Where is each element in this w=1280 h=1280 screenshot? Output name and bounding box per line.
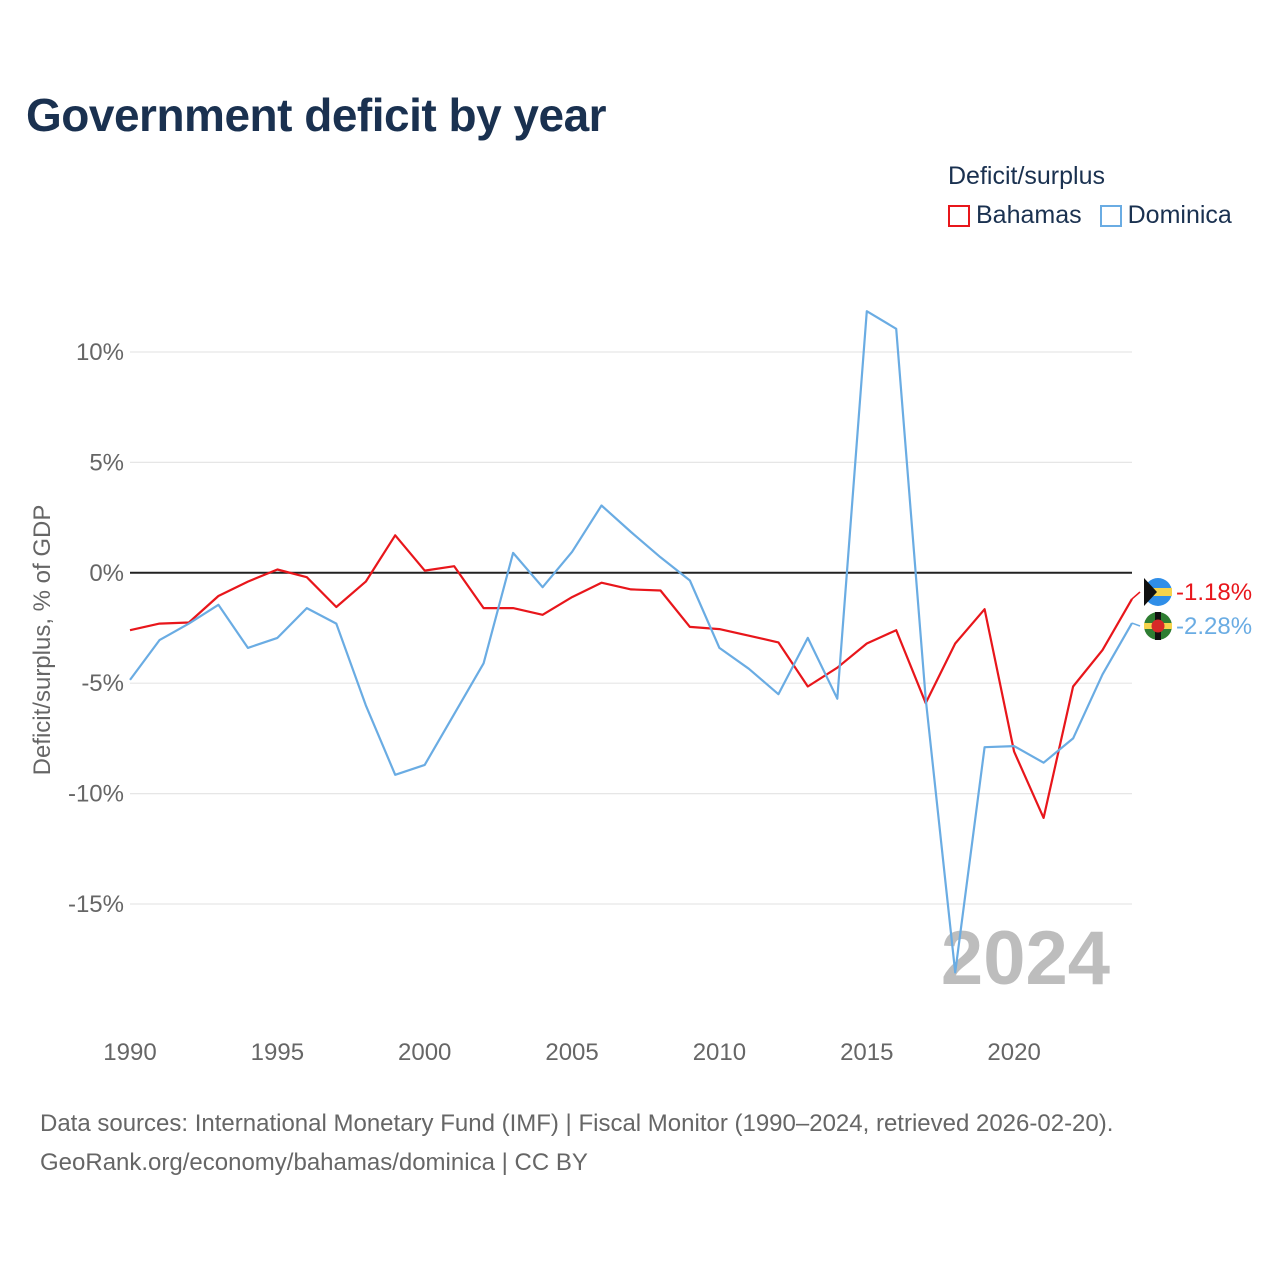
x-tick-label: 2020	[987, 1039, 1040, 1066]
flag-disc	[1151, 619, 1165, 633]
y-tick-label: 5%	[89, 449, 124, 476]
y-axis-ticks: 10% 5% 0% -5% -10% -15%	[68, 339, 124, 918]
y-tick-label: 0%	[89, 560, 124, 587]
legend: Deficit/surplus Bahamas Dominica	[948, 162, 1232, 230]
end-label-bahamas: -1.18%	[1176, 579, 1252, 606]
y-axis-label: Deficit/surplus, % of GDP	[29, 505, 56, 776]
legend-item-dominica[interactable]: Dominica	[1099, 201, 1232, 230]
x-tick-label: 2000	[398, 1039, 451, 1066]
x-tick-label: 2010	[693, 1039, 746, 1066]
end-labels: -1.18% -2.28%	[1131, 578, 1252, 640]
year-watermark: 2024	[941, 916, 1110, 1001]
legend-label-dominica: Dominica	[1127, 201, 1232, 229]
y-tick-label: 10%	[76, 339, 124, 366]
dominica-flag-icon	[1144, 612, 1172, 640]
series-line-bahamas[interactable]	[129, 534, 1133, 820]
end-connector	[1131, 622, 1141, 627]
footer-sources: Data sources: International Monetary Fun…	[40, 1110, 1114, 1137]
legend-item-bahamas[interactable]: Bahamas	[948, 201, 1082, 230]
x-tick-label: 1990	[103, 1039, 156, 1066]
footer: Data sources: International Monetary Fun…	[40, 1104, 1113, 1182]
line-chart: 2024 10% 5% 0% -5% -10% -15% 1990 1995 2000 2005…	[29, 310, 1252, 1066]
end-label-dominica: -2.28%	[1176, 613, 1252, 640]
footer-link[interactable]: GeoRank.org/economy/bahamas/dominica | C…	[40, 1149, 588, 1176]
y-tick-label: -15%	[68, 891, 124, 918]
flag-stripe	[1144, 588, 1172, 596]
legend-swatch-dominica	[1099, 204, 1122, 227]
y-tick-label: -5%	[81, 670, 124, 697]
gridlines	[130, 351, 1132, 905]
legend-swatch-bahamas	[948, 204, 970, 227]
x-tick-label: 2015	[840, 1039, 893, 1066]
bahamas-flag-icon	[1144, 578, 1172, 606]
x-axis-ticks: 1990 1995 2000 2005 2010 2015 2020	[103, 1039, 1041, 1066]
legend-label-bahamas: Bahamas	[976, 201, 1082, 229]
series-lines	[129, 310, 1133, 974]
end-connector	[1131, 591, 1141, 600]
legend-title: Deficit/surplus	[948, 162, 1105, 190]
y-tick-label: -10%	[68, 781, 124, 808]
x-tick-label: 1995	[251, 1039, 304, 1066]
series-line-dominica[interactable]	[129, 310, 1133, 974]
chart-title: Government deficit by year	[26, 89, 607, 141]
flag-triangle	[1144, 578, 1157, 606]
x-tick-label: 2005	[545, 1039, 598, 1066]
